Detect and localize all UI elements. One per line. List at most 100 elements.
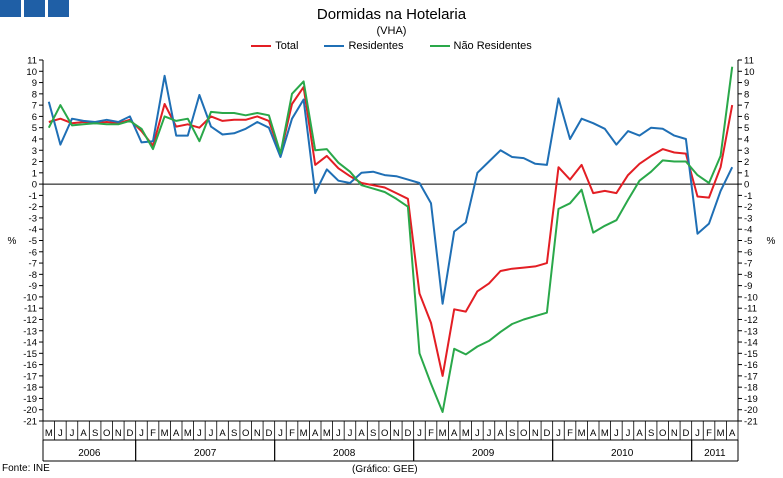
y-tick-label: 4 — [744, 134, 749, 145]
month-label: N — [254, 428, 261, 439]
source-note: Fonte: INE — [2, 463, 50, 474]
month-label: D — [543, 428, 550, 439]
y-tick-label: -1 — [29, 191, 37, 202]
month-label: J — [556, 428, 561, 439]
month-label: J — [417, 428, 422, 439]
y-tick-label: -10 — [23, 292, 37, 303]
y-tick-label: 6 — [744, 112, 749, 123]
year-label: 2009 — [472, 448, 495, 459]
y-tick-label: 1 — [32, 168, 37, 179]
y-tick-label: 4 — [32, 134, 37, 145]
month-label: J — [614, 428, 619, 439]
y-tick-label: -20 — [744, 405, 758, 416]
y-tick-label: -1 — [744, 191, 752, 202]
y-tick-label: -5 — [29, 236, 37, 247]
y-tick-label: 11 — [27, 56, 37, 67]
y-tick-label: 5 — [744, 123, 749, 134]
month-label: J — [695, 428, 700, 439]
month-label: A — [497, 428, 504, 439]
month-label: A — [729, 428, 736, 439]
year-label: 2011 — [704, 448, 726, 459]
legend-swatch — [251, 45, 272, 47]
month-label: O — [381, 428, 388, 439]
y-tick-label: -11 — [744, 304, 757, 315]
y-tick-label: -4 — [744, 225, 752, 236]
month-label: F — [150, 428, 156, 439]
month-label: N — [393, 428, 400, 439]
month-label: S — [231, 428, 237, 439]
month-label: J — [58, 428, 63, 439]
month-label: O — [659, 428, 666, 439]
y-tick-label: 11 — [744, 56, 754, 67]
y-tick-label: 9 — [32, 78, 37, 89]
y-tick-label: -12 — [23, 315, 37, 326]
month-label: A — [590, 428, 597, 439]
y-tick-label: 10 — [744, 67, 755, 78]
y-tick-label: -6 — [29, 247, 37, 258]
month-label: F — [428, 428, 434, 439]
y-tick-label: 6 — [32, 112, 37, 123]
year-label: 2006 — [78, 448, 101, 459]
month-label: J — [626, 428, 631, 439]
month-label: J — [139, 428, 144, 439]
month-label: A — [451, 428, 458, 439]
legend-item: Total — [251, 40, 298, 52]
y-tick-label: 10 — [26, 67, 37, 78]
month-label: S — [648, 428, 654, 439]
month-label: F — [289, 428, 295, 439]
month-label: F — [567, 428, 573, 439]
month-label: M — [300, 428, 308, 439]
month-label: J — [348, 428, 353, 439]
series-line-residentes — [47, 74, 734, 305]
year-label: 2010 — [611, 448, 634, 459]
y-tick-label: -14 — [23, 338, 37, 349]
month-label: J — [487, 428, 492, 439]
y-tick-label: -13 — [744, 326, 758, 337]
legend: Total Residentes Não Residentes — [0, 40, 783, 52]
y-tick-label: -18 — [744, 383, 758, 394]
logo-square-3 — [48, 0, 69, 17]
chart-title: Dormidas na Hotelaria — [316, 6, 467, 23]
month-label: O — [103, 428, 110, 439]
y-tick-label: -19 — [744, 394, 758, 405]
y-tick-label: 7 — [32, 101, 37, 112]
legend-item: Residentes — [324, 40, 404, 52]
y-tick-label: -3 — [29, 213, 37, 224]
legend-swatch — [324, 45, 345, 47]
month-label: M — [184, 428, 192, 439]
month-label: D — [126, 428, 133, 439]
y-tick-label: -16 — [23, 360, 37, 371]
y-tick-label: -8 — [29, 270, 37, 281]
month-label: O — [520, 428, 527, 439]
y-tick-label: -9 — [29, 281, 37, 292]
month-label: N — [671, 428, 678, 439]
y-tick-label: 9 — [744, 78, 749, 89]
y-tick-label: -2 — [29, 202, 37, 213]
month-label: A — [312, 428, 319, 439]
legend-item: Não Residentes — [429, 40, 532, 52]
month-label: S — [370, 428, 376, 439]
month-label: A — [219, 428, 226, 439]
y-tick-label: -19 — [23, 394, 37, 405]
y-tick-label: -12 — [744, 315, 758, 326]
y-tick-label: -6 — [744, 247, 752, 258]
y-tick-label: -21 — [23, 417, 37, 428]
month-label: J — [197, 428, 202, 439]
month-label: A — [636, 428, 643, 439]
month-label: O — [242, 428, 249, 439]
month-label: M — [717, 428, 725, 439]
month-label: A — [80, 428, 87, 439]
y-tick-label: -9 — [744, 281, 752, 292]
month-label: M — [462, 428, 470, 439]
year-label: 2007 — [194, 448, 217, 459]
y-tick-label: -11 — [24, 304, 37, 315]
y-tick-label: -7 — [744, 259, 752, 270]
y-tick-label: -8 — [744, 270, 752, 281]
month-label: J — [475, 428, 480, 439]
y-tick-label: 2 — [744, 157, 749, 168]
y-tick-label: 1 — [744, 168, 749, 179]
month-label: A — [173, 428, 180, 439]
y-tick-label: 5 — [32, 123, 37, 134]
legend-label: Total — [275, 40, 299, 52]
